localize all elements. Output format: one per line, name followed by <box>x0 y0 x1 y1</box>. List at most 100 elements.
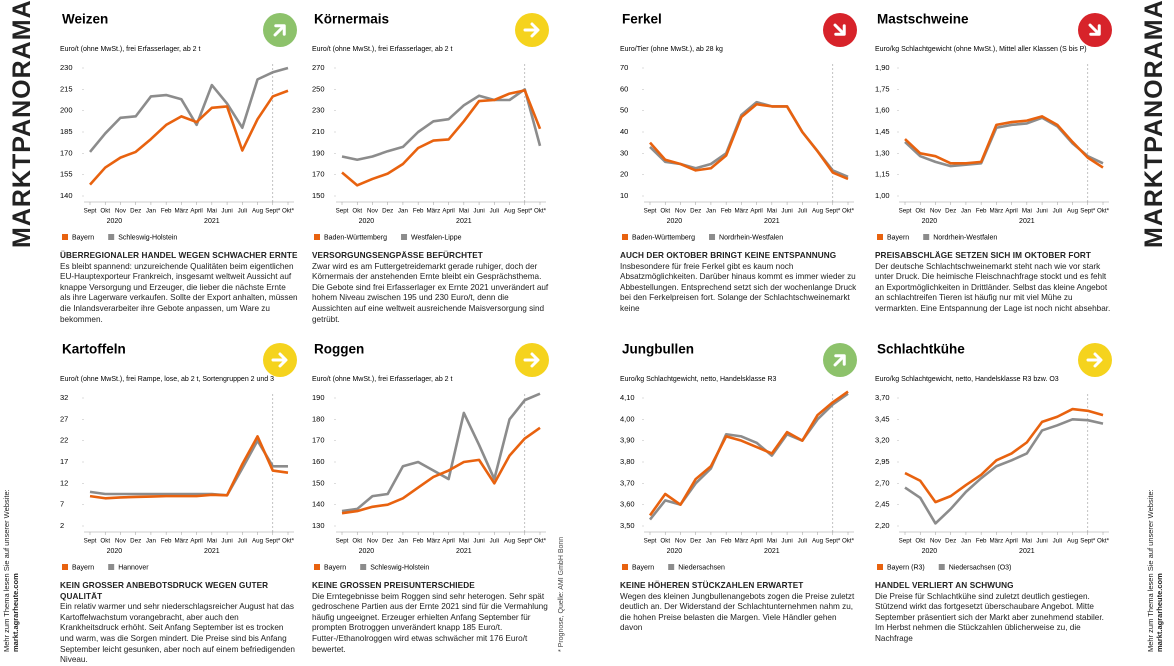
sidebar-title: MARKTPANORAMA <box>1140 0 1168 248</box>
y-tick-label: 2,20 <box>875 521 890 530</box>
x-tick-label: Feb <box>976 208 987 215</box>
y-tick-label: 1,90 <box>875 63 890 72</box>
x-tick-label: Feb <box>161 538 172 545</box>
legend-label: Niedersachsen (O3) <box>949 564 1012 571</box>
legend-swatch <box>622 234 628 240</box>
line-series <box>648 390 849 517</box>
line-series <box>904 115 1104 169</box>
x-tick-label: Okt* <box>534 208 547 215</box>
legend-swatch <box>62 564 68 570</box>
headline: KEINE HÖHEREN STÜCKZAHLEN ERWARTET <box>620 581 804 590</box>
x-tick-label: Mai <box>1022 208 1032 215</box>
x-tick-label: Sept* <box>1080 208 1096 215</box>
line-series <box>89 439 288 497</box>
x-tick-label: Feb <box>161 208 172 215</box>
body-text: Der deutsche Schlachtschweinemarkt steht… <box>875 261 1111 313</box>
x-tick-label: Dez <box>382 208 393 215</box>
x-tick-label: Juli <box>1053 208 1062 215</box>
legend-swatch <box>709 234 716 240</box>
y-tick-label: 170 <box>60 148 73 157</box>
x-tick-label: Jan <box>146 208 157 215</box>
x-tick-label: Juni <box>473 538 484 545</box>
y-tick-label: 3,60 <box>620 500 635 509</box>
article: KEINE HÖHEREN STÜCKZAHLEN ERWARTET Wegen … <box>620 581 858 634</box>
x-tick-label: Okt <box>915 538 925 545</box>
y-tick-label: 60 <box>620 84 628 93</box>
x-tick-label: Juli <box>798 208 807 215</box>
line-series <box>649 102 849 181</box>
x-tick-label: Mai <box>767 208 777 215</box>
y-tick-label: 1,00 <box>875 191 890 200</box>
y-tick-label: 12 <box>60 478 68 487</box>
x-tick-label: Sept* <box>825 208 841 215</box>
body-text: Zwar wird es am Futtergetreidemarkt gera… <box>312 261 549 324</box>
x-tick-label: März <box>175 208 189 215</box>
x-tick-label: Nov <box>930 208 942 215</box>
y-tick-label: 230 <box>312 106 325 115</box>
line-series <box>89 435 289 500</box>
x-tick-label: April <box>190 538 202 545</box>
chart: Ferkel Euro/Tier (ohne MwSt.), ab 28 kg 10… <box>620 12 857 241</box>
x-tick-label: Mai <box>459 208 469 215</box>
legend-label: Bayern <box>887 234 909 241</box>
y-tick-label: 3,90 <box>620 436 635 445</box>
trend-icon <box>263 343 297 377</box>
sidebar-title: MARKTPANORAMA <box>8 0 36 248</box>
y-tick-label: 185 <box>60 127 73 136</box>
year-label: 2021 <box>1019 548 1035 555</box>
y-tick-label: 130 <box>312 521 325 530</box>
icon-arrow <box>523 352 540 368</box>
chart: Kartoffeln Euro/t (ohne MwSt.), frei Ramp… <box>60 342 297 571</box>
chart: Jungbullen Euro/kg Schlachtgewicht, netto… <box>620 342 857 571</box>
x-tick-label: Aug <box>252 208 264 215</box>
y-tick-label: 150 <box>312 478 325 487</box>
line-series <box>341 89 542 187</box>
x-tick-label: Jan <box>146 538 157 545</box>
y-tick-label: 170 <box>312 170 325 179</box>
article: PREISABSCHLÄGE SETZEN SICH IM OKTOBER FO… <box>875 251 1113 315</box>
y-tick-label: 10 <box>620 191 628 200</box>
y-tick-label: 215 <box>60 84 73 93</box>
unit-label: Euro/t (ohne MwSt.), frei Rampe, lose, a… <box>60 376 274 383</box>
chart-title: Kartoffeln <box>62 342 126 357</box>
y-tick-label: 4,10 <box>620 393 635 402</box>
x-tick-label: Dez <box>130 208 141 215</box>
x-tick-label: Aug <box>1067 538 1079 545</box>
y-tick-label: 210 <box>312 127 325 136</box>
line-series <box>341 88 542 162</box>
y-tick-label: 150 <box>312 191 325 200</box>
x-tick-label: Okt* <box>842 208 855 215</box>
trend-icon <box>1078 343 1112 377</box>
x-tick-label: Dez <box>130 538 141 545</box>
icon-arrow <box>1086 352 1103 368</box>
year-label: 2020 <box>667 548 683 555</box>
x-tick-label: Jan <box>398 538 409 545</box>
line-series <box>89 89 289 186</box>
y-tick-label: 1,30 <box>875 148 890 157</box>
trend-icon <box>263 13 297 47</box>
x-tick-label: Okt* <box>1097 208 1110 215</box>
y-tick-label: 1,60 <box>875 106 890 115</box>
legend-swatch <box>108 234 115 240</box>
y-tick-label: 190 <box>312 148 325 157</box>
chart-panel: Ferkel Euro/Tier (ohne MwSt.), ab 28 kg 10… <box>620 8 860 326</box>
trend-icon <box>823 13 857 47</box>
chart-panel: Weizen Euro/t (ohne MwSt.), frei Erfasser… <box>60 8 300 326</box>
legend-swatch <box>668 564 675 570</box>
legend-swatch <box>314 564 320 570</box>
x-tick-label: März <box>735 538 749 545</box>
website: markt.agrarheute.com <box>11 573 20 652</box>
legend-label: Baden-Württemberg <box>632 234 695 241</box>
x-tick-label: Jan <box>961 208 972 215</box>
x-tick-label: Mai <box>207 208 217 215</box>
line-series <box>341 426 541 515</box>
x-tick-label: Sept <box>84 538 97 545</box>
y-tick-label: 200 <box>60 106 73 115</box>
headline: KEIN GROSSER ANBEBOTSDRUCK WEGEN GUTER Q… <box>60 581 269 601</box>
x-tick-label: Sept* <box>517 538 533 545</box>
legend-label: Bayern <box>632 564 654 571</box>
year-label: 2020 <box>107 218 123 225</box>
icon-arrow <box>1088 23 1101 36</box>
x-tick-label: Sept* <box>265 208 281 215</box>
x-tick-label: Nov <box>930 538 942 545</box>
